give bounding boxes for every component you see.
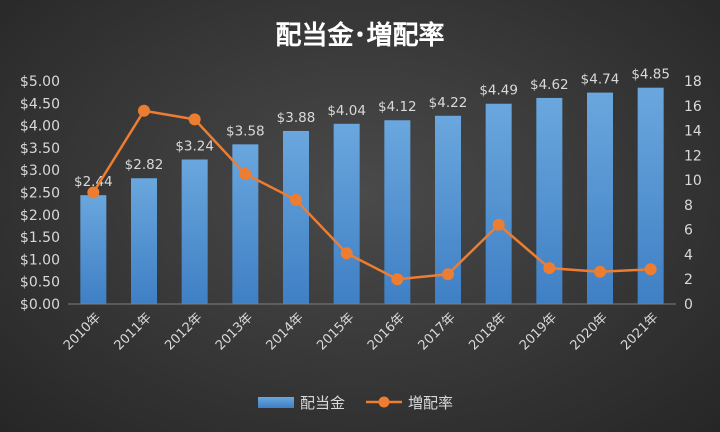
line-point	[87, 186, 100, 199]
bar-data-label: $4.85	[631, 67, 670, 83]
bar-data-label: $3.24	[175, 138, 214, 154]
y-right-tick-label: 14	[684, 124, 702, 140]
line-point	[340, 247, 353, 260]
bar-data-label: $2.82	[125, 157, 164, 173]
bar	[283, 130, 309, 304]
x-tick-label: 2016年	[365, 310, 408, 353]
y-right-tick-label: 8	[684, 198, 693, 214]
y-right-tick-label: 4	[684, 247, 693, 263]
y-left-tick-label: $4.50	[20, 96, 60, 112]
bar-data-label: $4.74	[581, 72, 620, 88]
y-left-tick-label: $1.00	[20, 252, 60, 268]
x-tick-label: 2018年	[466, 310, 509, 353]
bar-data-label: $4.04	[327, 103, 366, 119]
line-point	[543, 262, 556, 275]
y-left-tick-label: $5.00	[20, 74, 60, 90]
line-point	[188, 113, 201, 126]
x-tick-label: 2013年	[213, 310, 256, 353]
x-tick-label: 2017年	[416, 310, 459, 353]
bar	[181, 159, 208, 304]
bar-series	[80, 87, 664, 305]
right-axis: 0 2 4 6 8 10 12 14 16 18	[684, 74, 702, 313]
chart-title: 配当金･増配率	[275, 20, 444, 51]
bar-data-label: $4.62	[530, 77, 569, 93]
bar	[485, 103, 512, 304]
line-point	[138, 104, 150, 117]
legend-label-bar: 配当金	[300, 394, 345, 412]
line-point	[644, 263, 657, 276]
bar	[333, 123, 360, 304]
bar-data-labels: $2.44$2.82$3.24$3.58$3.88 $4.04 $4.12 $4.22…	[74, 67, 670, 190]
bar-data-label: $4.49	[479, 83, 518, 99]
y-right-tick-label: 16	[684, 99, 702, 115]
line-point	[391, 273, 404, 286]
y-left-tick-label: $2.00	[20, 208, 60, 224]
y-right-tick-label: 0	[684, 297, 693, 313]
line-point	[290, 193, 302, 206]
x-tick-label: 2021年	[618, 310, 661, 353]
legend-swatch-bar	[258, 397, 294, 408]
x-tick-label: 2019年	[517, 310, 560, 353]
line-path	[92, 109, 651, 281]
y-right-tick-label: 6	[684, 223, 693, 239]
x-tick-label: 2011年	[112, 310, 155, 353]
x-tick-label: 2020年	[568, 310, 611, 353]
y-left-tick-label: $2.50	[20, 186, 60, 202]
line-series	[87, 104, 657, 286]
bar-data-label: $4.12	[378, 99, 417, 115]
bar	[80, 195, 107, 304]
x-tick-label: 2015年	[314, 310, 357, 353]
legend-label-line: 増配率	[408, 394, 453, 412]
legend: 配当金 増配率	[258, 394, 453, 412]
y-right-tick-label: 2	[684, 272, 693, 288]
line-point	[239, 167, 252, 180]
y-left-tick-label: $4.00	[20, 119, 60, 135]
y-left-tick-label: $0.50	[20, 275, 60, 291]
bar	[131, 178, 157, 304]
line-point	[594, 265, 606, 278]
y-right-tick-label: 18	[684, 74, 702, 90]
x-axis: 2010年 2011年 2012年 2013年 2014年 2015年 2016年 2017年…	[61, 303, 676, 353]
y-right-tick-label: 10	[684, 173, 702, 189]
y-left-tick-label: $1.50	[20, 230, 60, 246]
y-left-tick-label: $3.50	[20, 141, 60, 157]
x-tick-label: 2012年	[162, 310, 205, 353]
y-right-tick-label: 12	[684, 148, 702, 164]
bar-data-label: $3.58	[226, 123, 265, 139]
legend-marker-line	[378, 396, 390, 408]
line-point	[492, 218, 505, 231]
bar-data-label: $3.88	[277, 110, 316, 126]
y-left-tick-label: $3.00	[20, 163, 60, 179]
x-tick-label: 2014年	[264, 310, 307, 353]
x-tick-label: 2010年	[61, 310, 104, 353]
y-left-tick-label: $0.00	[20, 297, 60, 313]
bar-data-label: $4.22	[429, 95, 468, 111]
line-point	[442, 268, 454, 281]
left-axis: $0.00 $0.50 $1.00 $1.50 $2.00 $2.50 $3.00 $3.50…	[20, 74, 60, 313]
